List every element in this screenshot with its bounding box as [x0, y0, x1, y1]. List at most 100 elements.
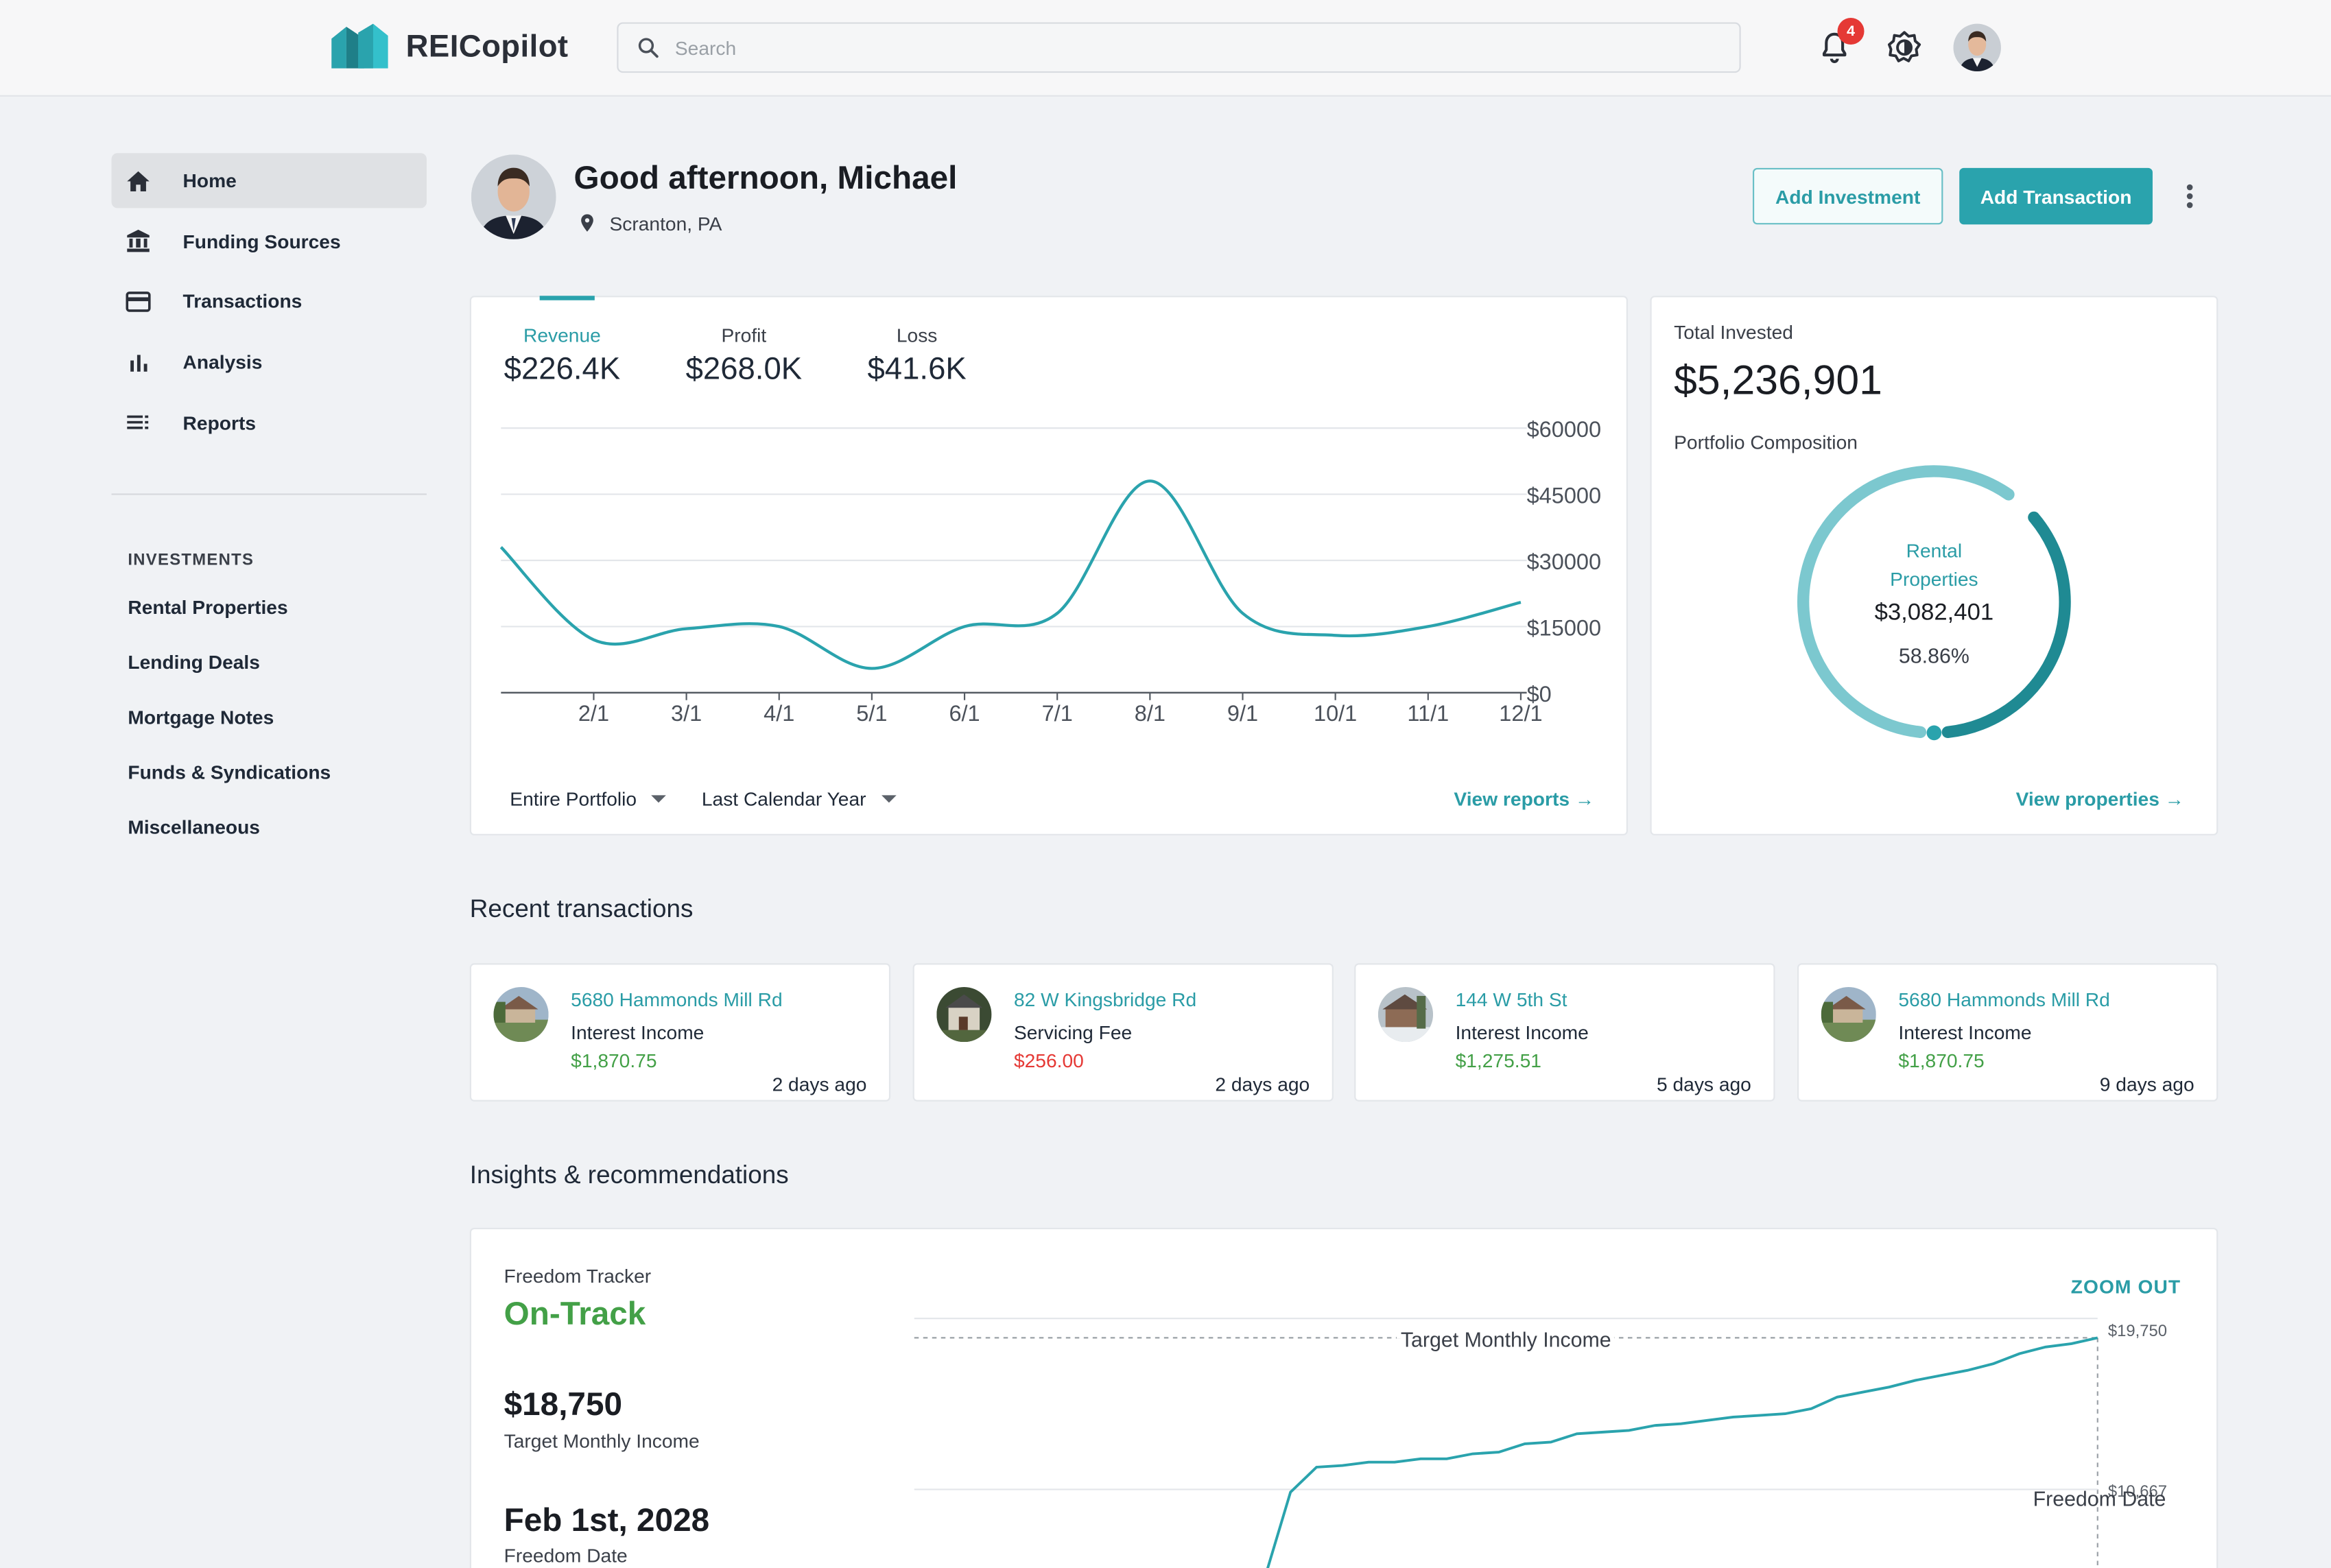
transaction-card[interactable]: 5680 Hammonds Mill Rd Interest Income $1… [1797, 963, 2218, 1102]
freedom-status: On-Track [504, 1294, 646, 1332]
investment-link-mortgage-notes[interactable]: Mortgage Notes [128, 706, 274, 728]
location-pin-icon [581, 214, 593, 232]
view-properties-link[interactable]: View properties → [2015, 787, 2184, 811]
target-income-value: $18,750 [504, 1385, 622, 1423]
portfolio-filter-dropdown[interactable]: Entire Portfolio [510, 788, 667, 810]
donut-segment-value: $3,082,401 [1874, 600, 1994, 626]
home-icon [123, 166, 153, 195]
investment-link-funds-syndications[interactable]: Funds & Syndications [128, 761, 331, 784]
transaction-address: 82 W Kingsbridge Rd [1013, 988, 1197, 1011]
donut-segment-other[interactable] [1941, 511, 2071, 738]
sidebar-item-label: Transactions [182, 290, 303, 313]
property-thumbnail-image [1377, 986, 1434, 1043]
x-tick-label: 2/1 [578, 701, 609, 726]
sidebar-item-transactions[interactable]: Transactions [112, 274, 427, 329]
bank-icon [123, 226, 153, 256]
target-income-chart-label: Target Monthly Income [1401, 1329, 1611, 1351]
freedom-date-label: Freedom Date [504, 1544, 628, 1567]
user-portrait-image [1953, 23, 2001, 72]
donut-segment-rental-properties[interactable] [1797, 465, 2015, 738]
zoom-out-button[interactable]: ZOOM OUT [2070, 1275, 2181, 1298]
more-options-icon[interactable] [2177, 181, 2203, 211]
tab-revenue[interactable]: Revenue $226.4K [504, 324, 621, 388]
transaction-time: 9 days ago [2099, 1073, 2194, 1096]
transaction-card[interactable]: 144 W 5th St Interest Income $1,275.51 5… [1354, 963, 1775, 1102]
recent-transactions-title: Recent transactions [469, 894, 694, 923]
x-tick-label: 8/1 [1135, 701, 1166, 726]
bar-chart-icon [123, 347, 153, 377]
period-filter-dropdown[interactable]: Last Calendar Year [702, 788, 896, 810]
investment-link-lending-deals[interactable]: Lending Deals [128, 651, 260, 674]
logo-house-icon [331, 23, 388, 69]
transaction-card[interactable]: 82 W Kingsbridge Rd Servicing Fee $256.0… [912, 963, 1334, 1102]
sidebar-item-funding-sources[interactable]: Funding Sources [112, 213, 427, 268]
transaction-card[interactable]: 5680 Hammonds Mill Rd Interest Income $1… [469, 963, 891, 1102]
view-reports-link[interactable]: View reports → [1454, 787, 1595, 811]
add-transaction-button[interactable]: Add Transaction [1959, 167, 2153, 225]
transaction-amount: $1,870.75 [571, 1049, 657, 1072]
add-investment-button[interactable]: Add Investment [1752, 167, 1943, 225]
freedom-tracker-card: Freedom Tracker On-Track $18,750 Target … [469, 1228, 2218, 1568]
x-tick-label: 9/1 [1227, 701, 1258, 726]
greeting-title: Good afternoon, Michael [573, 158, 958, 197]
sidebar-item-label: Funding Sources [182, 230, 341, 252]
transaction-time: 5 days ago [1656, 1073, 1751, 1096]
sidebar-item-analysis[interactable]: Analysis [112, 335, 427, 390]
x-tick-label: 3/1 [671, 701, 702, 726]
transaction-address: 144 W 5th St [1455, 988, 1567, 1011]
freedom-income-line [1266, 1336, 2098, 1568]
revenue-series-line [499, 479, 1522, 670]
sidebar-nav: Home Funding Sources Transactions Analys… [111, 153, 427, 455]
credit-card-icon [123, 287, 153, 316]
list-icon [123, 407, 153, 437]
transaction-time: 2 days ago [1215, 1073, 1310, 1096]
search-box[interactable] [617, 22, 1741, 73]
donut-marker-dot [1926, 725, 1942, 741]
sidebar-item-label: Home [182, 169, 237, 192]
top-bar: REICopilot 4 [0, 0, 2331, 97]
donut-segment-name-line2: Properties [1890, 567, 1978, 591]
metric-value: $268.0K [685, 352, 803, 387]
location-line: Scranton, PA [577, 211, 722, 235]
property-thumbnail-image [936, 986, 992, 1043]
freedom-date-chart-label: Freedom Date [2033, 1488, 2166, 1510]
total-invested-label: Total Invested [1674, 321, 1793, 344]
property-thumbnail-image [1821, 986, 1876, 1043]
metric-tabs: Revenue $226.4K Profit $268.0K Loss $41.… [504, 324, 967, 388]
target-income-label: Target Monthly Income [504, 1429, 700, 1453]
x-tick-label: 7/1 [1042, 701, 1073, 726]
sidebar-divider [111, 493, 427, 495]
metric-label: Profit [721, 324, 767, 346]
transaction-address: 5680 Hammonds Mill Rd [1898, 988, 2110, 1011]
transaction-amount: $256.00 [1013, 1049, 1084, 1072]
transaction-amount: $1,275.51 [1455, 1049, 1541, 1072]
user-avatar[interactable] [1953, 23, 2001, 72]
chevron-down-icon [881, 795, 896, 803]
investment-link-rental-properties[interactable]: Rental Properties [128, 596, 288, 619]
y-tick-label: $45000 [1527, 484, 1601, 508]
performance-card: Revenue $226.4K Profit $268.0K Loss $41.… [469, 296, 1628, 835]
search-input[interactable] [674, 36, 1686, 59]
property-thumbnail-image [493, 986, 549, 1043]
tab-loss[interactable]: Loss $41.6K [867, 324, 966, 388]
tab-profit[interactable]: Profit $268.0K [686, 324, 803, 388]
profile-portrait-image [471, 154, 556, 239]
transaction-type: Servicing Fee [1013, 1021, 1133, 1044]
revenue-line-chart: $60000 $45000 $30000 $15000 $0 2/1 3/1 4/1 5/1 6/… [499, 417, 1601, 726]
search-icon [638, 38, 659, 58]
investments-heading: INVESTMENTS [128, 551, 255, 569]
investment-link-miscellaneous[interactable]: Miscellaneous [128, 816, 260, 839]
app-logo[interactable]: REICopilot [329, 23, 569, 71]
transaction-address: 5680 Hammonds Mill Rd [571, 988, 783, 1011]
location-text: Scranton, PA [609, 211, 722, 235]
brightness-theme-icon[interactable] [1886, 29, 1922, 65]
profile-avatar [471, 154, 556, 239]
metric-label: Loss [896, 324, 938, 346]
sidebar-item-home[interactable]: Home [111, 153, 427, 209]
metric-value: $41.6K [867, 352, 967, 387]
sidebar-item-reports[interactable]: Reports [112, 395, 427, 450]
chevron-down-icon [651, 795, 667, 803]
transaction-amount: $1,870.75 [1898, 1049, 1985, 1072]
y-tick-top: $19,750 [2108, 1322, 2167, 1340]
insights-title: Insights & recommendations [469, 1161, 789, 1189]
